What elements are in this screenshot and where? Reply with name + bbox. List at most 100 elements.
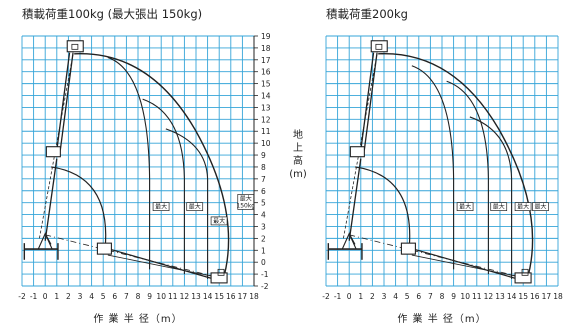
x-tick-label: 3 bbox=[382, 292, 387, 301]
x-tick-label: -1 bbox=[334, 292, 342, 301]
x-tick-label: 5 bbox=[405, 292, 410, 301]
y-tick-label: 17 bbox=[261, 56, 271, 65]
capacity-boundary bbox=[107, 56, 151, 270]
x-tick-label: 1 bbox=[54, 292, 59, 301]
grid bbox=[325, 35, 559, 287]
x-tick-label: 15 bbox=[518, 292, 528, 301]
x-tick-label: 11 bbox=[168, 292, 178, 301]
top-basket bbox=[66, 40, 84, 53]
boom bbox=[348, 158, 362, 241]
x-axis-label: 作 業 半 径（m） bbox=[397, 312, 486, 325]
outer-envelope bbox=[74, 53, 230, 282]
boom bbox=[59, 52, 74, 151]
x-tick-label: 13 bbox=[191, 292, 201, 301]
x-tick-label: 8 bbox=[136, 292, 141, 301]
x-tick-label: 0 bbox=[43, 292, 48, 301]
x-tick-label: 16 bbox=[226, 292, 236, 301]
y-tick-label: 5 bbox=[261, 199, 266, 208]
turret bbox=[341, 232, 357, 250]
y-tick-label: 11 bbox=[261, 127, 271, 136]
top-basket-rail bbox=[71, 43, 79, 50]
aerial-lift-illustration bbox=[23, 40, 228, 284]
boom-guide bbox=[45, 234, 220, 279]
boom-guide bbox=[349, 234, 524, 279]
y-tick-label: 6 bbox=[261, 187, 266, 196]
y-tick-label: 12 bbox=[261, 115, 271, 124]
y-axis-label: 高 bbox=[293, 154, 303, 167]
y-tick-label: 8 bbox=[261, 163, 266, 172]
y-tick-label: -1 bbox=[261, 270, 269, 279]
turret-link bbox=[44, 233, 52, 245]
x-tick-label: 13 bbox=[495, 292, 505, 301]
x-tick-label: 5 bbox=[101, 292, 106, 301]
y-tick-label: 3 bbox=[261, 222, 266, 231]
region-label-box bbox=[514, 202, 532, 211]
x-tick-label: 12 bbox=[484, 292, 494, 301]
region-label-box bbox=[532, 202, 549, 211]
x-tick-label: 10 bbox=[460, 292, 470, 301]
region-label-box bbox=[152, 202, 170, 211]
chart-title-100kg: 積載荷重100kg (最大張出 150kg) bbox=[22, 7, 203, 21]
x-tick-label: 6 bbox=[112, 292, 117, 301]
mid-basket bbox=[349, 146, 365, 158]
x-tick-label: 11 bbox=[472, 292, 482, 301]
x-tick-label: 0 bbox=[347, 292, 352, 301]
x-tick-label: 15 bbox=[214, 292, 224, 301]
capacity-boundary bbox=[469, 116, 513, 279]
x-tick-label: 18 bbox=[553, 292, 563, 301]
far-basket-rail bbox=[521, 268, 529, 276]
region-label-box bbox=[237, 194, 255, 210]
reach-envelope bbox=[354, 53, 534, 282]
region-label-box bbox=[490, 202, 508, 211]
x-tick-label: 4 bbox=[393, 292, 398, 301]
region-label-box bbox=[456, 202, 474, 211]
aerial-lift-illustration bbox=[327, 40, 532, 284]
region-label: 最大 bbox=[189, 203, 201, 211]
y-tick-label: 4 bbox=[261, 211, 266, 220]
region-label: 最大 bbox=[155, 203, 167, 211]
far-basket bbox=[514, 272, 532, 284]
x-tick-label: 16 bbox=[530, 292, 540, 301]
x-tick-label: 1 bbox=[358, 292, 363, 301]
bottom-envelope bbox=[409, 247, 526, 282]
x-tick-label: 17 bbox=[238, 292, 248, 301]
y-tick-label: 9 bbox=[261, 151, 266, 160]
y-axis-label: 地 bbox=[293, 128, 303, 141]
chart-title-200kg: 積載荷重200kg bbox=[326, 7, 408, 21]
turret bbox=[37, 232, 53, 250]
top-basket-rail bbox=[375, 43, 383, 50]
region-label-box bbox=[186, 202, 204, 211]
y-tick-label: 0 bbox=[261, 258, 266, 267]
region-label: 最大 bbox=[517, 203, 529, 211]
capacity-boundary bbox=[446, 80, 489, 275]
boom-guide bbox=[343, 53, 378, 239]
y-tick-label: 1 bbox=[261, 246, 266, 255]
region-label: 最大 bbox=[493, 203, 505, 211]
y-tick-label: 2 bbox=[261, 234, 266, 243]
region-label: 150kg bbox=[236, 202, 255, 209]
boom bbox=[360, 52, 375, 151]
x-tick-label: -1 bbox=[30, 292, 38, 301]
low-basket bbox=[96, 242, 112, 255]
top-basket bbox=[370, 40, 388, 53]
region-label-box bbox=[210, 216, 228, 226]
x-tick-label: 14 bbox=[203, 292, 213, 301]
y-tick-label: -2 bbox=[261, 282, 269, 291]
y-tick-label: 19 bbox=[261, 32, 271, 41]
region-label: 最大 bbox=[459, 203, 471, 211]
capacity-boundary bbox=[411, 65, 455, 270]
inner-envelope bbox=[354, 166, 411, 244]
x-tick-label: 2 bbox=[66, 292, 71, 301]
region-label: 最大 bbox=[534, 203, 546, 211]
x-tick-label: 6 bbox=[416, 292, 421, 301]
boom bbox=[363, 52, 378, 151]
far-basket bbox=[210, 272, 228, 284]
x-tick-label: 9 bbox=[451, 292, 456, 301]
x-tick-label: 14 bbox=[507, 292, 517, 301]
far-basket-rail bbox=[217, 268, 225, 276]
bottom-envelope bbox=[105, 247, 222, 282]
x-tick-label: -2 bbox=[18, 292, 26, 301]
y-tick-label: 18 bbox=[261, 44, 271, 53]
x-tick-label: 7 bbox=[428, 292, 433, 301]
